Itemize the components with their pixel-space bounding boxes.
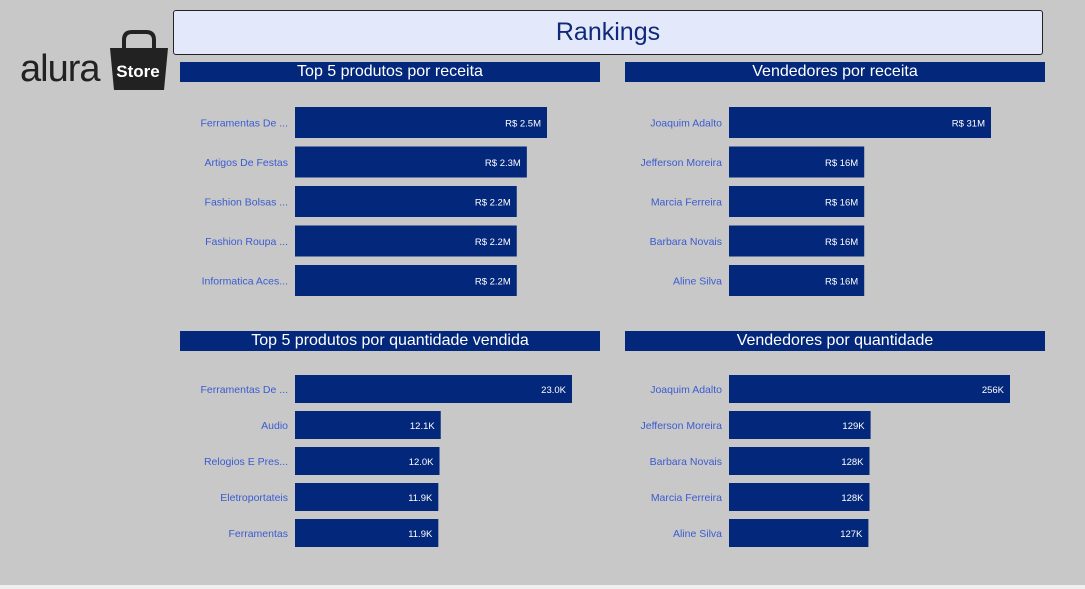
bottom-scroll-strip [0,585,1085,589]
data-label: R$ 31M [952,119,985,130]
bar[interactable] [729,186,865,217]
chart-title: Top 5 produtos por quantidade vendida [180,331,600,351]
data-label: 128K [841,493,864,504]
bar[interactable] [295,375,572,403]
chart-revenue-sellers: Vendedores por receita Joaquim Adalto R$ … [625,62,1045,322]
data-label: 128K [841,457,864,468]
bar[interactable] [729,265,865,296]
bar[interactable] [729,375,1010,403]
chart-quantity-products: Top 5 produtos por quantidade vendida Fe… [180,331,600,576]
category-label: Ferramentas De ... [200,384,288,396]
bar[interactable] [729,411,871,439]
category-label: Marcia Ferreira [651,492,722,504]
bar[interactable] [729,447,870,475]
bar[interactable] [295,265,517,296]
chart-plot: Ferramentas De ... 23.0K Audio 12.1K Relogio… [200,375,572,547]
page-title: Rankings [555,18,661,46]
bar[interactable] [729,146,865,178]
category-label: Jefferson Moreira [640,157,722,169]
data-label: R$ 2.2M [475,277,511,288]
logo-wordmark: alura [20,48,100,90]
shopping-basket-icon [110,30,168,90]
bar[interactable] [295,483,439,511]
data-label: 129K [842,421,865,432]
category-label: Aline Silva [673,276,722,288]
data-label: 12.0K [409,457,434,468]
bar[interactable] [295,225,517,257]
chart-title: Vendedores por receita [625,62,1045,82]
data-label: 23.0K [541,385,566,396]
data-label: R$ 2.3M [485,158,521,169]
data-label: 12.1K [410,421,435,432]
category-label: Aline Silva [673,528,722,540]
category-label: Joaquim Adalto [650,384,722,396]
data-label: R$ 2.5M [505,119,541,130]
bar[interactable] [295,411,441,439]
data-label: R$ 16M [825,277,858,288]
category-label: Ferramentas De ... [200,118,288,130]
category-label: Joaquim Adalto [650,118,722,130]
bar[interactable] [729,107,991,138]
chart-title: Top 5 produtos por receita [180,62,600,82]
bar[interactable] [729,225,865,257]
bar[interactable] [295,519,439,547]
data-label: R$ 16M [825,198,858,209]
bar[interactable] [729,519,869,547]
data-label: 11.9K [408,493,433,504]
chart-title: Vendedores por quantidade [625,331,1045,351]
category-label: Barbara Novais [650,236,722,248]
bar[interactable] [295,107,547,138]
category-label: Ferramentas [228,528,288,540]
category-label: Audio [261,420,288,432]
data-label: 127K [840,529,863,540]
data-label: R$ 2.2M [475,198,511,209]
category-label: Artigos De Festas [205,157,288,169]
category-label: Marcia Ferreira [651,197,722,209]
logo-badge: Store [116,62,160,81]
alura-store-logo: alura Store [18,26,173,94]
data-label: 11.9K [408,529,433,540]
data-label: R$ 2.2M [475,237,511,248]
chart-plot: Ferramentas De ... R$ 2.5M Artigos De Fest… [200,107,547,296]
bar[interactable] [295,447,440,475]
bar[interactable] [295,186,517,217]
category-label: Fashion Roupa ... [205,236,288,248]
data-label: 256K [982,385,1005,396]
bar[interactable] [729,483,870,511]
chart-quantity-sellers: Vendedores por quantidade Joaquim Adalto… [625,331,1045,576]
data-label: R$ 16M [825,237,858,248]
chart-revenue-products: Top 5 produtos por receita Ferramentas D… [180,62,600,322]
bar[interactable] [295,146,527,178]
header-banner: Rankings [173,10,1043,55]
category-label: Barbara Novais [650,456,722,468]
category-label: Relogios E Pres... [204,456,288,468]
category-label: Informatica Aces... [202,276,288,288]
category-label: Eletroportateis [220,492,288,504]
category-label: Fashion Bolsas ... [205,197,288,209]
data-label: R$ 16M [825,158,858,169]
chart-plot: Joaquim Adalto 256K Jefferson Moreira 129K B… [640,375,1010,547]
category-label: Jefferson Moreira [640,420,722,432]
chart-plot: Joaquim Adalto R$ 31M Jefferson Moreira R$ … [640,107,991,296]
